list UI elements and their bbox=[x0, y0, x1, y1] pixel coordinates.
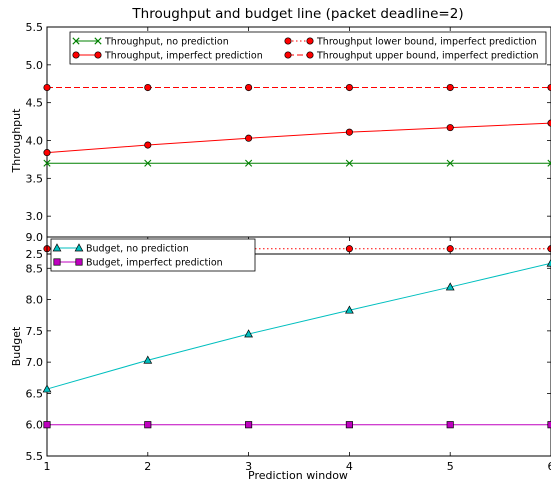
budget-ytick-label: 7.0 bbox=[26, 356, 44, 369]
legend-marker bbox=[94, 37, 102, 45]
data-point bbox=[245, 421, 253, 429]
throughput-legend: Throughput, no prediction Throughput, imp… bbox=[69, 31, 547, 65]
legend-entry-label: Throughput, no prediction bbox=[104, 37, 229, 48]
legend-marker bbox=[72, 51, 80, 59]
legend-entry-label: Budget, no prediction bbox=[86, 244, 189, 255]
throughput-legend-box bbox=[69, 31, 547, 65]
data-point bbox=[345, 83, 353, 92]
throughput-ytick-label: 4.5 bbox=[26, 97, 44, 110]
legend-marker bbox=[53, 258, 61, 266]
data-point bbox=[345, 128, 353, 136]
series-throughput-upper-bound-imperfect-prediction bbox=[43, 83, 551, 92]
data-point bbox=[446, 124, 454, 132]
legend-marker bbox=[306, 37, 314, 45]
data-point bbox=[43, 83, 51, 92]
legend-marker bbox=[306, 51, 314, 59]
data-point bbox=[144, 83, 152, 92]
data-point bbox=[43, 421, 51, 429]
legend-marker bbox=[75, 258, 83, 266]
budget-xtick-label: 5 bbox=[447, 460, 454, 473]
data-point bbox=[345, 421, 353, 429]
data-point bbox=[143, 355, 153, 364]
series-throughput-imperfect-prediction bbox=[43, 119, 551, 157]
budget-xtick-label: 1 bbox=[44, 460, 51, 473]
data-point bbox=[345, 159, 353, 167]
budget-ytick-label: 6.0 bbox=[26, 419, 44, 432]
throughput-ytick-label: 2.5 bbox=[26, 248, 44, 261]
budget-y-axis-label: Budget bbox=[10, 326, 23, 366]
data-point bbox=[446, 83, 454, 92]
legend-marker bbox=[74, 243, 84, 252]
data-point bbox=[42, 384, 52, 393]
legend-marker bbox=[72, 37, 80, 45]
budget-ytick-label: 5.5 bbox=[26, 450, 44, 463]
data-point bbox=[446, 421, 454, 429]
budget-xtick-label: 2 bbox=[144, 460, 151, 473]
data-point bbox=[144, 159, 152, 167]
budget-ytick-label: 9.0 bbox=[26, 231, 44, 244]
throughput-ytick-label: 3.5 bbox=[26, 172, 44, 185]
budget-ytick-label: 8.0 bbox=[26, 294, 44, 307]
legend-entry-label: Throughput, imperfect prediction bbox=[104, 51, 263, 62]
data-point bbox=[144, 141, 152, 149]
throughput-y-axis-label: Throughput bbox=[10, 108, 23, 174]
data-point bbox=[345, 245, 353, 253]
series-line bbox=[46, 122, 551, 154]
legend-entry-label: Throughput lower bound, imperfect predic… bbox=[316, 37, 537, 48]
data-point bbox=[345, 305, 354, 314]
x-axis-label: Prediction window bbox=[248, 469, 348, 482]
series-budget-imperfect-prediction bbox=[43, 421, 551, 429]
legend-entry-label: Budget, imperfect prediction bbox=[86, 258, 223, 269]
budget-xtick-label: 3 bbox=[245, 460, 252, 473]
data-point bbox=[546, 258, 551, 267]
chart-title: Throughput and budget line (packet deadl… bbox=[131, 6, 463, 22]
data-point bbox=[43, 159, 51, 167]
data-point bbox=[244, 329, 253, 338]
throughput-ytick-label: 5.0 bbox=[26, 59, 44, 72]
budget-xtick-label: 6 bbox=[548, 460, 551, 473]
data-point bbox=[43, 149, 51, 157]
legend-marker bbox=[284, 37, 292, 45]
budget-panel: 5.5 6.0 6.5 7.0 7.5 8.0 8.5 9.0 1 2 3 4 5 6 Budget Budg… bbox=[10, 231, 551, 473]
budget-axes-frame bbox=[46, 236, 551, 457]
budget-ytick-label: 8.5 bbox=[26, 262, 44, 275]
data-point bbox=[144, 421, 152, 429]
throughput-ytick-label: 5.5 bbox=[26, 21, 44, 34]
budget-xtick-label: 4 bbox=[346, 460, 353, 473]
series-line bbox=[46, 262, 551, 390]
data-point bbox=[245, 83, 253, 92]
data-point bbox=[245, 159, 253, 167]
data-point bbox=[547, 159, 551, 167]
data-point bbox=[446, 245, 454, 253]
data-point bbox=[446, 159, 454, 167]
budget-ytick-label: 7.5 bbox=[26, 325, 44, 338]
throughput-panel: 2.5 3.0 3.5 4.0 4.5 5.0 5.5 Throughput Throughpu… bbox=[10, 21, 551, 261]
throughput-ytick-label: 3.0 bbox=[26, 210, 44, 223]
data-point bbox=[445, 282, 455, 291]
data-point bbox=[245, 134, 253, 142]
legend-marker bbox=[94, 51, 102, 59]
legend-marker bbox=[52, 243, 62, 252]
budget-legend-box bbox=[50, 238, 256, 272]
throughput-ytick-label: 4.0 bbox=[26, 135, 44, 148]
budget-ytick-label: 6.5 bbox=[26, 387, 44, 400]
budget-legend: Budget, no prediction Budget, imperfect p… bbox=[50, 238, 256, 272]
legend-marker bbox=[284, 51, 292, 59]
series-budget-no-prediction bbox=[42, 258, 551, 393]
legend-entry-label: Throughput upper bound, imperfect predic… bbox=[316, 51, 539, 62]
series-throughput-no-prediction bbox=[43, 159, 551, 167]
